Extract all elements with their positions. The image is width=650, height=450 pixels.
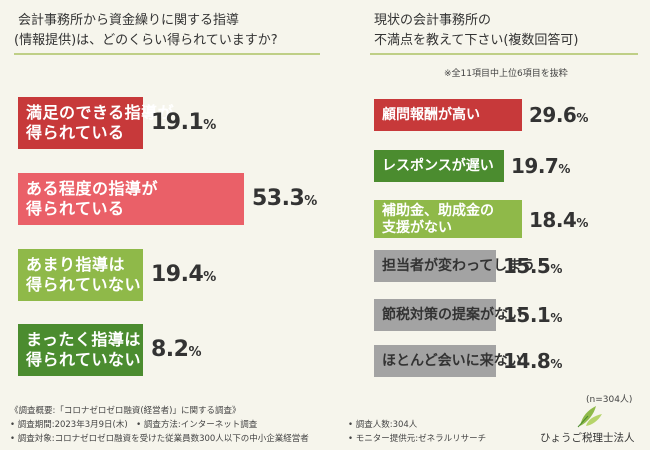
survey-target: • 調査対象:コロナゼロゼロ融資を受けた従業員数300人以下の中小企業経営者 — [10, 434, 309, 444]
right-chart-title-line1: 現状の会計事務所の — [374, 13, 492, 28]
left-chart-title-line1: 会計事務所から資金繰りに関する指導 — [18, 13, 240, 28]
right-bar-label-3-line2: 支援がない — [382, 220, 452, 236]
left-bar-1 — [18, 97, 143, 149]
right-bar-5 — [374, 299, 496, 331]
company-logo-text: ひょうご税理士法人 — [540, 432, 635, 444]
right-bar-label-3-line1: 補助金、助成金の — [382, 203, 494, 219]
right-bar-label-6: ほとんど会いに来ない — [382, 353, 522, 369]
left-bar-label-2-line2: 得られている — [26, 199, 125, 218]
left-bar-4 — [18, 324, 143, 376]
right-bar-value-6: 14.8% — [503, 349, 562, 373]
left-bar-label-1-line1: 満足のできる指導が — [26, 103, 175, 122]
left-chart-title-line2: (情報提供)は、どのくらい得られていますか? — [14, 33, 278, 48]
left-bar-value-3: 19.4% — [151, 262, 216, 287]
left-bar-3 — [18, 249, 143, 301]
leaf-logo-icon — [577, 406, 602, 428]
left-bar-label-2-line1: ある程度の指導が — [26, 179, 159, 198]
left-bar-label-1-line2: 得られている — [26, 123, 125, 142]
right-bar-label-4: 担当者が変わってしまう — [382, 258, 536, 274]
right-bar-1 — [374, 99, 522, 131]
left-bar-value-1: 19.1% — [151, 110, 216, 135]
left-bar-value-4: 8.2% — [151, 337, 202, 362]
right-bar-label-2: レスポンスが遅い — [382, 158, 494, 174]
right-bar-value-2: 19.7% — [511, 154, 570, 178]
left-bar-label-3-line1: あまり指導は — [26, 255, 126, 274]
survey-monitor-provider: • モニター提供元:ゼネラルリサーチ — [348, 434, 487, 444]
left-title-underline — [14, 53, 320, 55]
right-chart-title-line2: 不満点を教えて下さい(複数回答可) — [374, 33, 579, 48]
right-bar-6 — [374, 345, 496, 377]
survey-overview: 《調査概要:「コロナゼロゼロ融資(経営者)」に関する調査》 — [10, 406, 241, 416]
right-bar-4 — [374, 250, 496, 282]
right-bar-value-4: 15.5% — [503, 254, 562, 278]
right-bar-3 — [374, 200, 522, 238]
right-chart-note: ※全11項目中上位6項目を抜粋 — [444, 69, 568, 79]
right-bar-value-3: 18.4% — [529, 208, 588, 232]
sample-size: (n=304人) — [586, 395, 633, 405]
right-bar-value-5: 15.1% — [503, 303, 562, 327]
right-title-underline — [370, 53, 638, 55]
right-bar-label-1: 顧問報酬が高い — [382, 107, 480, 123]
left-bar-value-2: 53.3% — [252, 186, 317, 211]
right-bar-2 — [374, 150, 504, 182]
survey-count: • 調査人数:304人 — [348, 420, 418, 430]
survey-period-method: • 調査期間:2023年3月9日(木) • 調査方法:インターネット調査 — [10, 420, 258, 430]
right-bar-value-1: 29.6% — [529, 103, 588, 127]
left-bar-2 — [18, 173, 244, 225]
left-bar-label-3-line2: 得られていない — [26, 275, 142, 294]
left-bar-label-4-line2: 得られていない — [26, 350, 142, 369]
left-bar-label-4-line1: まったく指導は — [26, 330, 141, 349]
right-bar-label-5: 節税対策の提案がない — [382, 307, 522, 323]
